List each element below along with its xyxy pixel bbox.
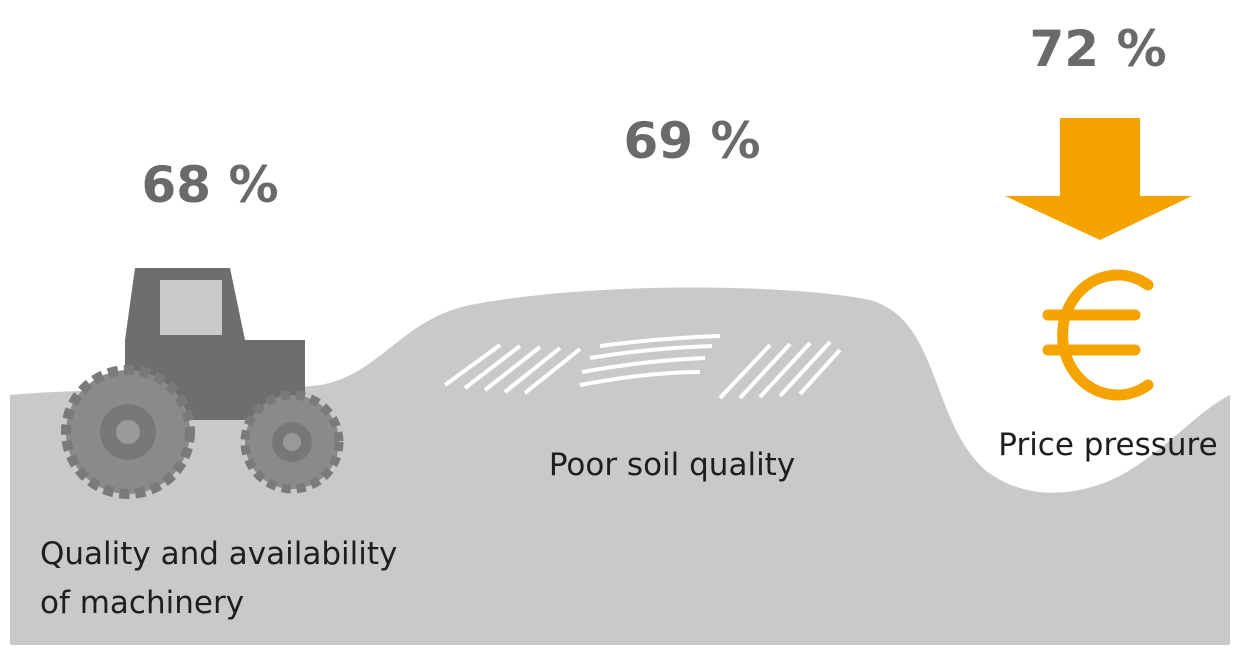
infographic: 68 % 69 % 72 % Quality and availability … [0,0,1239,654]
percentage: 69 % [623,112,760,170]
percentage: 68 % [141,156,278,214]
label: Poor soil quality [549,447,795,483]
percentage: 72 % [1029,20,1166,78]
label: Price pressure [998,427,1217,463]
label: of machinery [40,585,244,621]
label: Quality and availability [40,536,397,572]
